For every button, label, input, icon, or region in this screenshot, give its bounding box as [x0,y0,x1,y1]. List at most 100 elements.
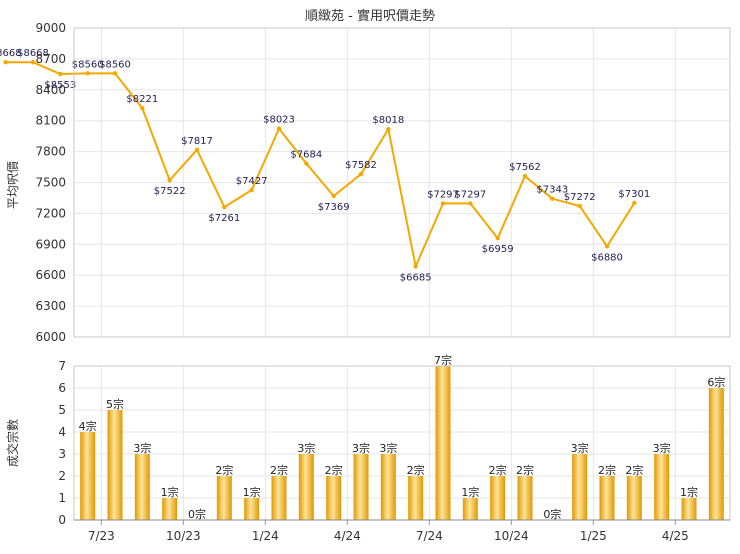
volume-data-label: 2宗 [407,463,425,477]
price-plot-frame [73,27,731,338]
volume-y-tick-label: 3 [58,447,66,461]
price-data-label: $7343 [536,185,568,196]
volume-y-tick-label: 2 [58,469,66,483]
volume-data-label: 3宗 [297,441,315,455]
volume-x-tick-label: 1/25 [580,529,607,543]
price-point [331,193,336,199]
price-y-tick-label: 9000 [35,21,66,35]
volume-bar [134,454,150,520]
volume-bar [326,476,342,520]
volume-data-label: 1宗 [680,485,698,499]
volume-data-label: 6宗 [707,375,725,389]
price-data-label: $7582 [345,160,377,171]
volume-bar [408,476,424,520]
volume-x-tick-label: 10/24 [494,529,529,543]
price-point [386,126,391,132]
price-point [522,173,528,179]
volume-data-label: 1宗 [461,485,479,499]
price-data-label: $8668 [17,48,49,59]
volume-x-tick-label: 4/25 [662,529,689,543]
price-y-tick-label: 6300 [35,299,66,313]
volume-bar [435,366,451,520]
price-point [85,71,90,76]
price-y-tick-label: 6900 [35,237,66,251]
volume-data-label: 2宗 [215,463,233,477]
price-point [276,126,282,131]
price-point [304,161,309,166]
volume-bar [599,476,615,520]
price-y-tick-label: 7200 [35,206,66,220]
price-data-label: $7297 [454,189,486,200]
volume-bar [380,454,396,520]
volume-bar [681,498,697,520]
volume-data-label: 3宗 [352,441,370,455]
volume-data-label: 1宗 [161,485,179,499]
price-point [440,201,446,206]
volume-x-tick-label: 7/24 [416,529,443,543]
volume-y-tick-label: 0 [58,513,66,527]
volume-data-label: 4宗 [79,419,97,433]
volume-bar [353,454,369,520]
price-point [495,236,500,241]
volume-x-tick-label: 1/24 [252,529,279,543]
price-data-label: $8560 [99,59,131,70]
volume-bar [298,454,314,520]
price-data-label: $7261 [208,213,240,224]
price-point [550,196,555,201]
volume-bar [462,498,478,520]
price-point [167,178,172,183]
volume-data-label: 2宗 [516,463,534,477]
price-point [30,59,36,65]
price-point [194,147,200,153]
volume-data-label: 0宗 [188,507,206,521]
price-point [632,200,637,206]
price-point [604,244,610,249]
volume-data-label: 5宗 [106,397,124,411]
volume-bar [708,388,724,520]
volume-data-label: 0宗 [543,507,561,521]
volume-bar [626,476,642,520]
price-y-tick-label: 8700 [35,52,66,66]
volume-data-label: 2宗 [325,463,343,477]
volume-bar [244,498,260,520]
price-point [140,106,145,111]
price-y-tick-label: 7500 [35,176,66,190]
volume-bar [216,476,232,520]
price-point [358,171,364,177]
price-data-label: $6685 [400,272,432,283]
volume-y-axis-label: 成交宗數 [5,419,20,467]
price-y-tick-label: 6600 [35,268,66,282]
volume-data-label: 2宗 [489,463,507,477]
volume-x-tick-label: 4/24 [334,529,361,543]
volume-data-label: 3宗 [571,441,589,455]
volume-x-tick-label: 10/23 [166,529,201,543]
price-data-label: $6959 [482,244,514,255]
price-y-tick-label: 8400 [35,83,66,97]
volume-x-tick-label: 7/23 [88,529,115,543]
price-data-label: $8023 [263,115,295,126]
volume-data-label: 2宗 [270,463,288,477]
price-point [468,201,473,206]
price-point [112,71,118,76]
volume-data-label: 1宗 [243,485,261,499]
price-data-label: $7562 [509,162,541,173]
volume-data-label: 2宗 [625,463,643,477]
price-y-tick-label: 8100 [35,114,66,128]
price-point [577,203,582,209]
volume-bar [162,498,178,520]
chart-title: 順緻苑 - 實用呎價走勢 [305,8,435,24]
volume-bar [654,454,670,520]
price-point [413,264,418,269]
volume-bar [80,432,96,520]
price-point [3,59,8,65]
price-point [222,204,227,210]
price-data-label: $8560 [72,59,104,70]
price-data-label: $8553 [44,80,76,91]
price-point [249,187,254,193]
volume-bar [271,476,287,520]
volume-y-tick-label: 1 [58,491,66,505]
price-data-label: $6880 [591,252,623,263]
volume-bar [517,476,533,520]
